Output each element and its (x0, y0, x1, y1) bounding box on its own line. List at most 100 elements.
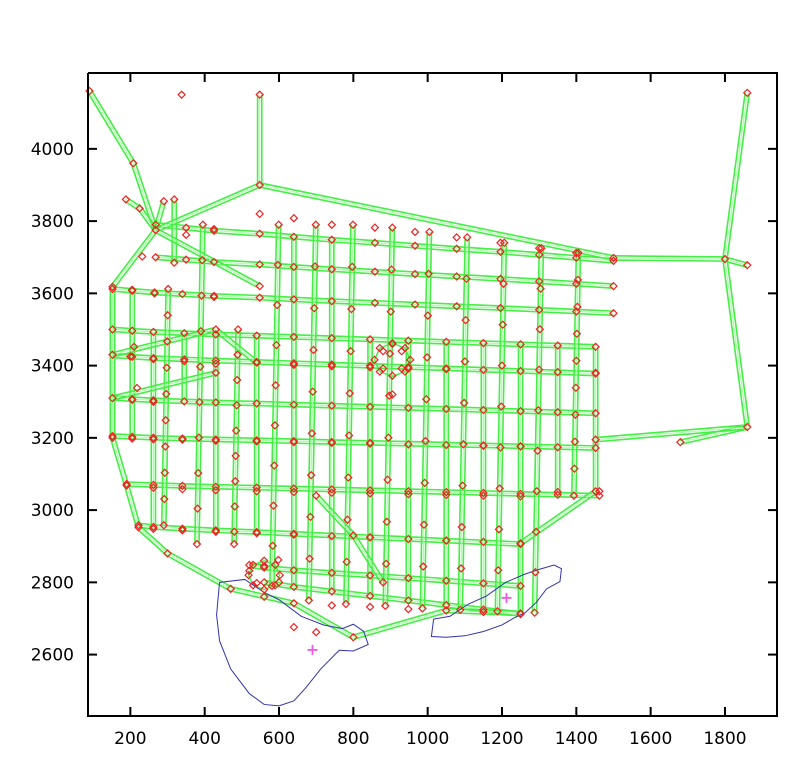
road-link-center (456, 248, 501, 253)
road-link-direction-a (557, 413, 596, 417)
road-link-center (462, 444, 464, 486)
network-node (516, 609, 525, 619)
road-link-direction-b (520, 408, 558, 411)
road-link-direction-b (214, 259, 260, 264)
network-node (149, 480, 158, 490)
road-link-direction-a (112, 374, 217, 401)
road-link-direction-b (200, 402, 203, 438)
road-link-center (348, 393, 351, 436)
roundabout-segment (263, 559, 276, 566)
network-node (420, 478, 430, 488)
road-link-center (312, 308, 315, 350)
road-link-direction-a (369, 576, 409, 581)
road-link-direction-b (331, 588, 371, 595)
network-node (384, 391, 394, 401)
road-link-direction-b (155, 221, 187, 227)
road-link (352, 607, 448, 641)
network-node (211, 527, 221, 537)
road-link-direction-a (458, 526, 461, 569)
road-link-center (428, 231, 430, 274)
network-node (441, 606, 451, 615)
road-link-direction-b (498, 570, 502, 612)
road-link-center (499, 406, 502, 448)
road-link-direction-a (153, 528, 183, 532)
road-link (163, 367, 170, 395)
road-link (123, 484, 142, 529)
network-node (231, 426, 241, 435)
network-node (149, 353, 158, 363)
network-node (370, 223, 380, 232)
road-link-center (461, 485, 464, 528)
network-node (452, 272, 462, 281)
road-link-center (349, 351, 352, 394)
road-link-center (197, 473, 199, 509)
network-node (289, 622, 299, 632)
network-node (163, 310, 173, 320)
road-link (109, 437, 130, 487)
network-node (289, 598, 299, 608)
road-link-center (198, 402, 201, 438)
network-node (462, 233, 472, 242)
network-node (233, 350, 242, 360)
network-node (151, 220, 160, 230)
road-link-center (293, 336, 332, 339)
road-link-center (126, 485, 140, 528)
road-link-direction-b (613, 255, 726, 258)
road-link-direction-b (415, 271, 457, 276)
network-node (178, 481, 187, 491)
network-node (553, 367, 563, 377)
network-node (553, 442, 563, 452)
road-link-direction-b (501, 447, 504, 489)
road-link-center (460, 527, 463, 569)
road-link-direction-b (214, 293, 260, 297)
road-link (182, 482, 216, 490)
road-link-direction-b (278, 264, 281, 306)
road-link-direction-b (408, 575, 447, 580)
network-node (198, 220, 208, 230)
network-node (122, 481, 131, 490)
road-link-direction-b (317, 493, 356, 535)
road-link-direction-a (213, 263, 260, 268)
network-node (742, 260, 752, 270)
road-link-center (374, 271, 416, 275)
road-link-center (386, 479, 389, 522)
road-link-center (213, 295, 260, 299)
x-tick-label: 1400 (555, 729, 598, 749)
road-link (271, 425, 278, 466)
road-link-center (213, 230, 260, 235)
road-link (592, 439, 599, 492)
network-node (365, 438, 375, 448)
road-link (446, 406, 484, 413)
road-link-direction-a (483, 584, 521, 589)
road-link (256, 94, 263, 185)
road-link (214, 327, 259, 365)
network-node (348, 220, 358, 230)
road-link-direction-a (293, 588, 332, 595)
road-link (306, 516, 314, 559)
road-link-center (424, 399, 427, 442)
road-link-direction-b (500, 248, 540, 254)
road-link-direction-b (374, 299, 416, 304)
road-link-center (196, 508, 199, 545)
network-node (609, 281, 618, 291)
road-link (253, 403, 260, 441)
road-link (369, 336, 409, 344)
road-link (195, 437, 202, 474)
network-node (479, 537, 488, 547)
network-node (209, 224, 219, 234)
road-link (517, 411, 524, 447)
road-link (572, 387, 579, 415)
network-node (479, 405, 488, 415)
road-link-direction-b (680, 428, 748, 446)
road-link (534, 410, 542, 451)
network-node (307, 429, 317, 438)
network-node (536, 284, 545, 294)
road-link-direction-a (293, 338, 332, 342)
road-link-center (576, 257, 614, 262)
zone-centroid-marker (501, 592, 512, 603)
road-link-direction-a (350, 536, 382, 584)
road-link-direction-a (613, 259, 725, 262)
network-node (211, 435, 221, 444)
network-node (418, 562, 428, 571)
road-link-direction-a (459, 444, 463, 486)
